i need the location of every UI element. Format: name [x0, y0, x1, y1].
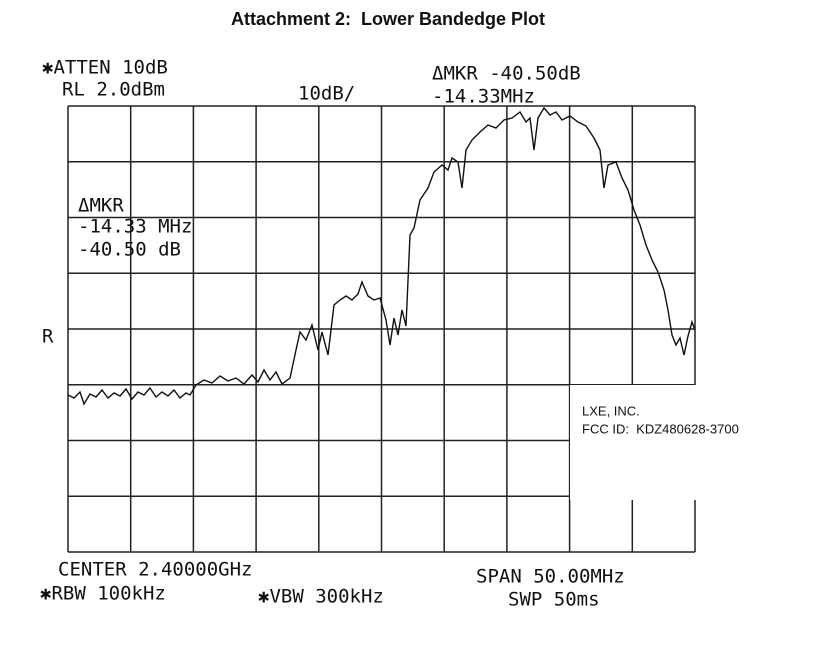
- span: SPAN 50.00MHz: [476, 566, 625, 588]
- grid: [67, 105, 696, 553]
- ref-marker: R: [42, 326, 54, 348]
- center: CENTER 2.40000GHz: [58, 559, 252, 581]
- sweep: SWP 50ms: [508, 589, 600, 611]
- fcc-id: FCC ID: KDZ480628-3700: [582, 421, 739, 436]
- trace: [67, 106, 696, 406]
- page-title: Attachment 2: Lower Bandedge Plot: [231, 9, 545, 29]
- marker-freq: -14.33 MHz: [78, 216, 192, 238]
- marker-level: -40.50 dB: [78, 239, 181, 261]
- label-box: [570, 385, 697, 500]
- delta-freq: -14.33MHz: [432, 86, 535, 108]
- rbw: ✱RBW 100kHz: [40, 583, 166, 605]
- delta-marker: ΔMKR -40.50dB: [432, 63, 581, 85]
- ref-level: RL 2.0dBm: [62, 79, 165, 101]
- company: LXE, INC.: [582, 403, 640, 418]
- vbw: ✱VBW 300kHz: [258, 586, 384, 608]
- marker-label: ΔMKR: [78, 195, 124, 217]
- scale: 10dB/: [298, 83, 355, 105]
- atten: ✱ATTEN 10dB: [42, 57, 168, 79]
